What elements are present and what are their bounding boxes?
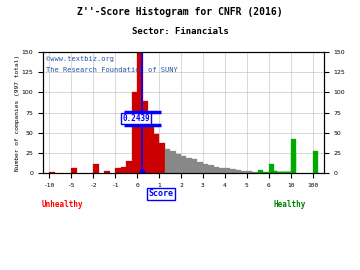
Bar: [284, 172, 289, 173]
Bar: [137, 52, 143, 173]
Bar: [291, 153, 296, 173]
Bar: [219, 168, 225, 173]
Bar: [115, 168, 121, 173]
Bar: [273, 171, 278, 173]
Bar: [282, 172, 288, 173]
Text: 0.2439: 0.2439: [122, 114, 150, 123]
Bar: [258, 170, 263, 173]
Y-axis label: Number of companies (997 total): Number of companies (997 total): [15, 55, 20, 171]
Bar: [154, 134, 159, 173]
Bar: [176, 154, 181, 173]
Bar: [289, 172, 295, 173]
Text: The Research Foundation of SUNY: The Research Foundation of SUNY: [46, 67, 177, 73]
Bar: [148, 125, 154, 173]
Bar: [93, 164, 99, 173]
Bar: [247, 171, 252, 173]
Bar: [214, 167, 219, 173]
Bar: [269, 164, 274, 173]
Bar: [241, 171, 247, 173]
Bar: [132, 92, 137, 173]
Bar: [203, 164, 208, 173]
Bar: [274, 171, 280, 173]
Bar: [230, 169, 236, 173]
Bar: [312, 151, 318, 173]
Bar: [252, 171, 258, 173]
Bar: [208, 165, 214, 173]
Bar: [271, 171, 277, 173]
Text: Unhealthy: Unhealthy: [42, 200, 83, 209]
Bar: [291, 139, 296, 173]
Text: Healthy: Healthy: [274, 200, 306, 209]
Bar: [285, 172, 291, 173]
Bar: [281, 172, 287, 173]
Bar: [263, 171, 269, 173]
Bar: [71, 168, 77, 173]
Bar: [275, 171, 281, 173]
Bar: [186, 158, 192, 173]
Bar: [121, 167, 126, 173]
Bar: [280, 171, 285, 173]
Bar: [288, 172, 293, 173]
Text: ©www.textbiz.org: ©www.textbiz.org: [46, 56, 114, 62]
Bar: [104, 171, 110, 173]
Bar: [170, 151, 176, 173]
Bar: [192, 160, 197, 173]
Bar: [278, 172, 284, 173]
Text: Score: Score: [148, 189, 173, 198]
Bar: [126, 161, 132, 173]
Bar: [197, 162, 203, 173]
Bar: [287, 172, 292, 173]
Text: Z''-Score Histogram for CNFR (2016): Z''-Score Histogram for CNFR (2016): [77, 7, 283, 17]
Bar: [236, 170, 241, 173]
Bar: [277, 171, 282, 173]
Bar: [143, 100, 148, 173]
Text: Sector: Financials: Sector: Financials: [132, 27, 228, 36]
Bar: [159, 143, 165, 173]
Bar: [225, 168, 230, 173]
Bar: [165, 149, 170, 173]
Bar: [270, 171, 275, 173]
Bar: [181, 156, 186, 173]
Bar: [49, 171, 55, 173]
